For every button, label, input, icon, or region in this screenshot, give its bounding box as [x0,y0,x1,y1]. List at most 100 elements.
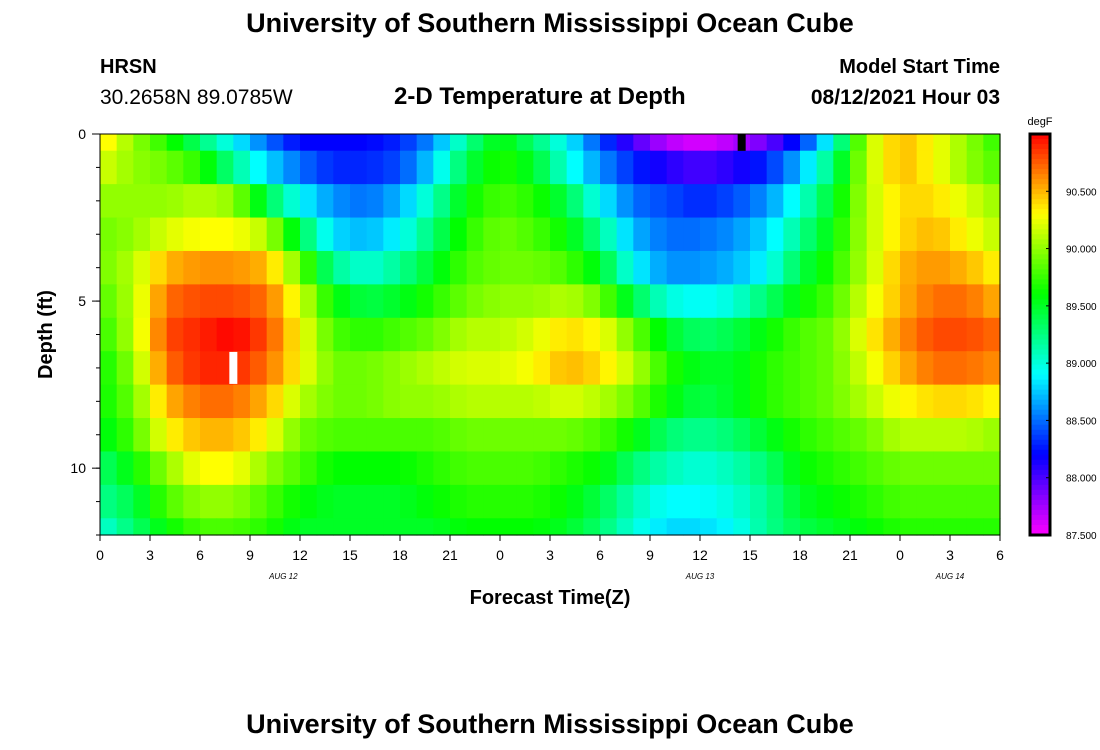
heatmap-cell [683,351,701,386]
colorbar-segment [1030,154,1050,160]
heatmap-cell [733,217,751,252]
heatmap-cell [166,317,184,352]
heatmap-cell [650,351,668,386]
colorbar: degF 90.500 90.000 89.500 89.000 88.500 88.000… [1027,116,1097,542]
heatmap-cell [450,217,468,252]
heatmap-cell [200,418,218,453]
heatmap-cell [183,418,201,453]
heatmap-cell [966,217,984,252]
heatmap-cell [366,150,384,185]
heatmap-cell [316,250,334,285]
heatmap-cell [466,250,484,285]
heatmap-cell [550,184,568,219]
heatmap-cell [433,384,451,419]
heatmap-cell [766,250,784,285]
colorbar-segment [1030,504,1050,511]
heatmap-cell [550,451,568,486]
heatmap-cell [766,134,784,152]
colorbar-segment [1030,264,1050,270]
heatmap-cell [266,184,284,219]
heatmap-cell [383,217,401,252]
heatmap-cell [483,518,501,536]
heatmap-cell [216,250,234,285]
heatmap-cell [716,134,734,152]
heatmap-cell [166,250,184,285]
colorbar-segment [1030,389,1050,396]
colorbar-segment [1030,379,1050,386]
heatmap-cell [916,418,934,453]
heatmap-cell [983,384,1001,419]
heatmap-cell [266,351,284,386]
heatmap-cell [433,484,451,519]
heatmap-cell [166,284,184,319]
heatmap-cell [450,250,468,285]
colorbar-segment [1030,514,1050,521]
heatmap-cell [600,418,618,453]
heatmap-cell [366,351,384,386]
heatmap-cell [516,351,534,386]
model-start-label: Model Start Time [839,56,1000,78]
heatmap-cell [500,217,518,252]
heatmap-cell [466,384,484,419]
heatmap-cell [633,217,651,252]
colorbar-tick-label: 88.000 [1066,474,1097,485]
heatmap-cell [916,250,934,285]
heatmap-cell [183,250,201,285]
heatmap-cell [266,284,284,319]
heatmap-cell [966,150,984,185]
heatmap-cell [333,134,351,152]
heatmap-cell [550,384,568,419]
heatmap-cell [733,418,751,453]
heatmap-cell [733,284,751,319]
heatmap-cell [716,317,734,352]
heatmap-cell [683,150,701,185]
heatmap-cell [466,134,484,152]
heatmap-cell [350,351,368,386]
heatmap-cell [533,384,551,419]
colorbar-segment [1030,279,1050,285]
heatmap-cell [383,284,401,319]
heatmap-cell [150,134,168,152]
heatmap-cell [766,518,784,536]
heatmap-cell [350,418,368,453]
colorbar-segment [1030,374,1050,381]
heatmap-cell [850,250,868,285]
heatmap-cell [216,518,234,536]
heatmap-cell [616,284,634,319]
heatmap-cell [950,451,968,486]
heatmap-cell [850,418,868,453]
heatmap-cell [383,351,401,386]
heatmap-cell [233,484,251,519]
heatmap-cell [883,184,901,219]
heatmap-cell [283,317,301,352]
heatmap-cell [183,384,201,419]
heatmap-cell [833,418,851,453]
heatmap-cell [233,451,251,486]
heatmap-cell [283,284,301,319]
heatmap-cell [383,317,401,352]
heatmap-cell [600,451,618,486]
heatmap-cell [983,451,1001,486]
heatmap-cell [116,384,134,419]
heatmap-cell [400,418,418,453]
footer-title: University of Southern Mississippi Ocean… [246,709,854,739]
heatmap-cell [983,418,1001,453]
heatmap-cell [116,418,134,453]
heatmap-cell [900,384,918,419]
heatmap-cell [400,484,418,519]
heatmap-cell [966,134,984,152]
heatmap-cell [850,518,868,536]
heatmap-cell [750,184,768,219]
heatmap-cell [250,518,268,536]
heatmap-cell [500,484,518,519]
heatmap-cell [316,418,334,453]
heatmap-cell [966,184,984,219]
heatmap-cell [933,518,951,536]
heatmap-cell [900,518,918,536]
heatmap-cell [333,250,351,285]
heatmap-cell [183,317,201,352]
colorbar-segment [1030,384,1050,391]
x-tick-label: 6 [196,547,204,563]
heatmap-cell [383,384,401,419]
heatmap-cell [883,284,901,319]
